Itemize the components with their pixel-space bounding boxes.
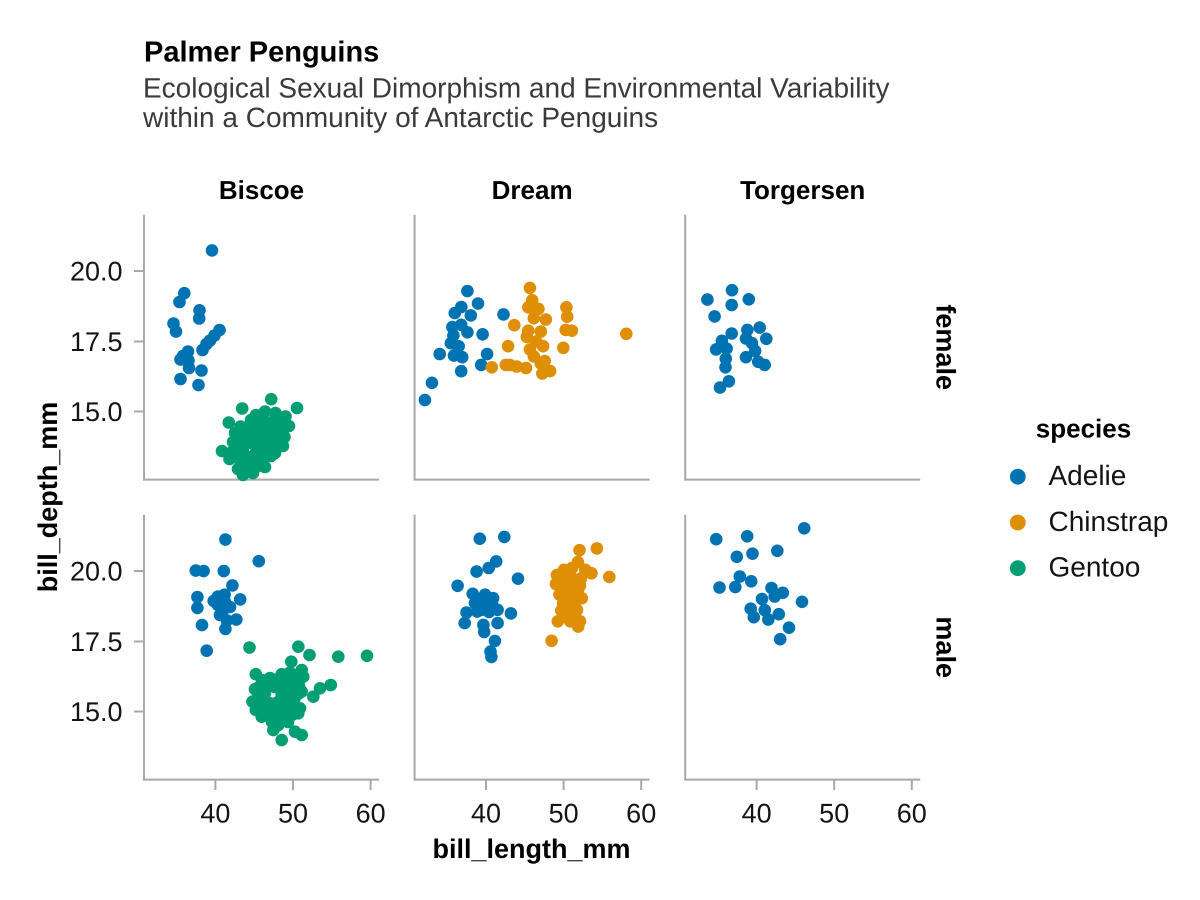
- svg-text:species: species: [1036, 414, 1131, 444]
- svg-text:within a Community of Antarcti: within a Community of Antarctic Penguins: [142, 102, 658, 133]
- svg-text:Adelie: Adelie: [1049, 460, 1127, 491]
- svg-text:60: 60: [897, 799, 927, 829]
- svg-text:20.0: 20.0: [70, 557, 123, 587]
- svg-text:Chinstrap: Chinstrap: [1049, 506, 1169, 537]
- svg-text:60: 60: [356, 799, 386, 829]
- svg-text:50: 50: [819, 799, 849, 829]
- svg-text:15.0: 15.0: [70, 397, 123, 427]
- svg-text:20.0: 20.0: [70, 257, 123, 287]
- svg-text:male: male: [931, 616, 961, 678]
- svg-text:bill_length_mm: bill_length_mm: [432, 834, 630, 864]
- svg-text:Biscoe: Biscoe: [219, 175, 304, 205]
- svg-text:female: female: [931, 304, 961, 390]
- svg-text:40: 40: [200, 799, 230, 829]
- svg-text:17.5: 17.5: [70, 627, 123, 657]
- svg-text:60: 60: [626, 799, 656, 829]
- svg-text:15.0: 15.0: [70, 697, 123, 727]
- svg-text:Gentoo: Gentoo: [1049, 552, 1141, 583]
- svg-text:40: 40: [742, 799, 772, 829]
- svg-text:Torgersen: Torgersen: [740, 175, 865, 205]
- svg-text:17.5: 17.5: [70, 327, 123, 357]
- svg-text:40: 40: [471, 799, 501, 829]
- svg-text:Palmer Penguins: Palmer Penguins: [144, 37, 379, 69]
- svg-text:50: 50: [278, 799, 308, 829]
- svg-text:Ecological Sexual Dimorphism a: Ecological Sexual Dimorphism and Environ…: [143, 73, 889, 104]
- svg-text:bill_depth_mm: bill_depth_mm: [33, 402, 63, 593]
- svg-text:50: 50: [549, 799, 579, 829]
- svg-text:Dream: Dream: [492, 175, 573, 205]
